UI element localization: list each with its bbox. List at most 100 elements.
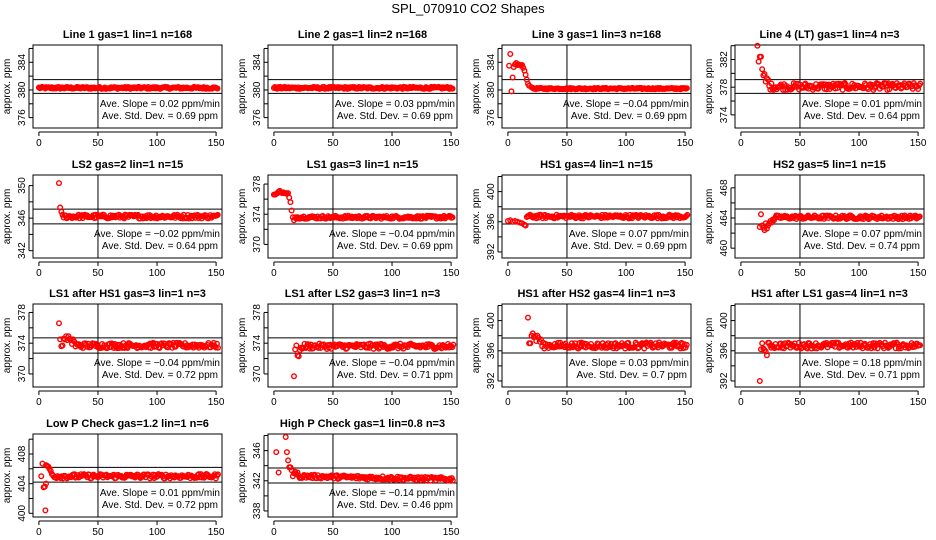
x-tick-label: 100 [851, 397, 868, 408]
x-tick-label: 100 [149, 527, 166, 538]
y-tick-label: 342 [252, 472, 263, 489]
y-tick-label: 400 [17, 505, 28, 522]
x-tick-label: 0 [36, 397, 42, 408]
panel: HS1 gas=4 lin=1 n=15 approx. ppm 392 396 400… [471, 159, 694, 279]
std-dev-annotation: Ave. Std. Dev. = 0.69 ppm [337, 111, 453, 122]
plot-frame [32, 303, 223, 388]
x-tick-label: 0 [738, 138, 744, 149]
x-tick-label: 0 [36, 527, 42, 538]
data-point [522, 222, 529, 229]
x-tick-label: 150 [443, 397, 460, 408]
slope-annotation: Ave. Slope = 0.18 ppm/min [802, 358, 922, 369]
y-tick-label: 350 [17, 177, 28, 194]
y-tick-label: 378 [719, 78, 730, 95]
y-tick-label: 380 [17, 81, 28, 98]
plot-frame [501, 174, 692, 259]
data-point [275, 469, 282, 476]
y-tick-label: 400 [719, 312, 730, 329]
data-point [210, 339, 217, 346]
x-tick-label: 150 [677, 397, 694, 408]
y-tick-label: 376 [252, 109, 263, 126]
panel-title: High P Check gas=1 lin=0.8 n=3 [280, 418, 445, 430]
x-tick-label: 150 [910, 397, 927, 408]
data-point [677, 345, 684, 352]
panel-title: Line 1 gas=1 lin=1 n=168 [63, 29, 192, 41]
y-tick-label: 370 [252, 365, 263, 382]
plot-frame [734, 303, 925, 388]
x-tick-label: 50 [794, 397, 806, 408]
data-point [527, 340, 534, 347]
x-tick-label: 150 [443, 138, 460, 149]
slope-annotation: Ave. Slope = 0.01 ppm/min [100, 488, 220, 499]
x-tick-label: 0 [271, 527, 277, 538]
data-point [214, 344, 221, 351]
data-point [308, 472, 315, 479]
plot-frame [267, 174, 458, 259]
x-tick-label: 0 [738, 268, 744, 279]
data-point [285, 457, 292, 464]
slope-annotation: Ave. Slope = 0.02 ppm/min [100, 99, 220, 110]
data-point [757, 53, 764, 60]
data-point [506, 62, 513, 69]
x-tick-label: 0 [271, 397, 277, 408]
x-tick-label: 100 [384, 138, 401, 149]
data-point [763, 225, 770, 232]
x-tick-label: 50 [92, 397, 104, 408]
std-dev-annotation: Ave. Std. Dev. = 0.7 ppm [576, 370, 687, 381]
x-tick-label: 150 [208, 138, 225, 149]
data-point [917, 342, 924, 349]
x-tick-label: 100 [851, 138, 868, 149]
x-tick-label: 150 [910, 138, 927, 149]
x-tick-label: 100 [384, 268, 401, 279]
x-tick-label: 150 [208, 397, 225, 408]
x-tick-label: 50 [327, 268, 339, 279]
x-tick-label: 0 [36, 138, 42, 149]
panel: High P Check gas=1 lin=0.8 n=3 approx. pp… [237, 418, 460, 538]
y-tick-label: 400 [486, 183, 497, 200]
y-tick-label: 396 [486, 213, 497, 230]
data-point [765, 76, 772, 83]
plot-frame [267, 433, 458, 518]
y-axis-label: approx. ppm [237, 318, 248, 374]
std-dev-annotation: Ave. Std. Dev. = 0.74 ppm [804, 241, 920, 252]
y-tick-label: 374 [17, 334, 28, 351]
y-tick-label: 374 [252, 205, 263, 222]
slope-annotation: Ave. Slope = −0.14 ppm/min [329, 488, 455, 499]
data-point [684, 211, 691, 218]
plot-frame [32, 433, 223, 518]
y-tick-label: 384 [252, 54, 263, 71]
panel-title: LS1 gas=3 lin=1 n=15 [307, 159, 419, 171]
y-tick-label: 464 [719, 209, 730, 226]
data-point [759, 66, 766, 73]
data-point [508, 88, 515, 95]
y-tick-label: 346 [17, 209, 28, 226]
y-axis-label: approx. ppm [2, 59, 13, 115]
data-point [287, 199, 294, 206]
y-tick-label: 382 [719, 51, 730, 68]
slope-annotation: Ave. Slope = 0.07 ppm/min [569, 229, 689, 240]
plot-frame [267, 44, 458, 129]
data-point [288, 207, 295, 214]
data-point [214, 85, 221, 92]
data-point [683, 341, 690, 348]
x-tick-label: 150 [208, 527, 225, 538]
x-tick-label: 50 [92, 527, 104, 538]
y-tick-label: 380 [486, 81, 497, 98]
y-tick-label: 378 [252, 304, 263, 321]
std-dev-annotation: Ave. Std. Dev. = 0.72 ppm [102, 500, 218, 511]
plot-frame [501, 44, 692, 129]
slope-annotation: Ave. Slope = 0.07 ppm/min [802, 229, 922, 240]
panel-title: HS1 gas=4 lin=1 n=15 [540, 159, 653, 171]
x-tick-label: 0 [271, 268, 277, 279]
x-tick-label: 150 [910, 268, 927, 279]
panel: LS1 gas=3 lin=1 n=15 approx. ppm 370 374 378… [237, 159, 460, 279]
data-point [761, 71, 768, 78]
panel: Line 2 gas=1 lin=2 n=168 approx. ppm 376 38… [237, 29, 460, 149]
std-dev-annotation: Ave. Std. Dev. = 0.71 ppm [804, 370, 920, 381]
data-point [755, 58, 762, 65]
std-dev-annotation: Ave. Std. Dev. = 0.64 ppm [102, 241, 218, 252]
y-tick-label: 408 [17, 445, 28, 462]
x-tick-label: 0 [271, 138, 277, 149]
data-point [214, 211, 221, 218]
y-tick-label: 378 [252, 175, 263, 192]
